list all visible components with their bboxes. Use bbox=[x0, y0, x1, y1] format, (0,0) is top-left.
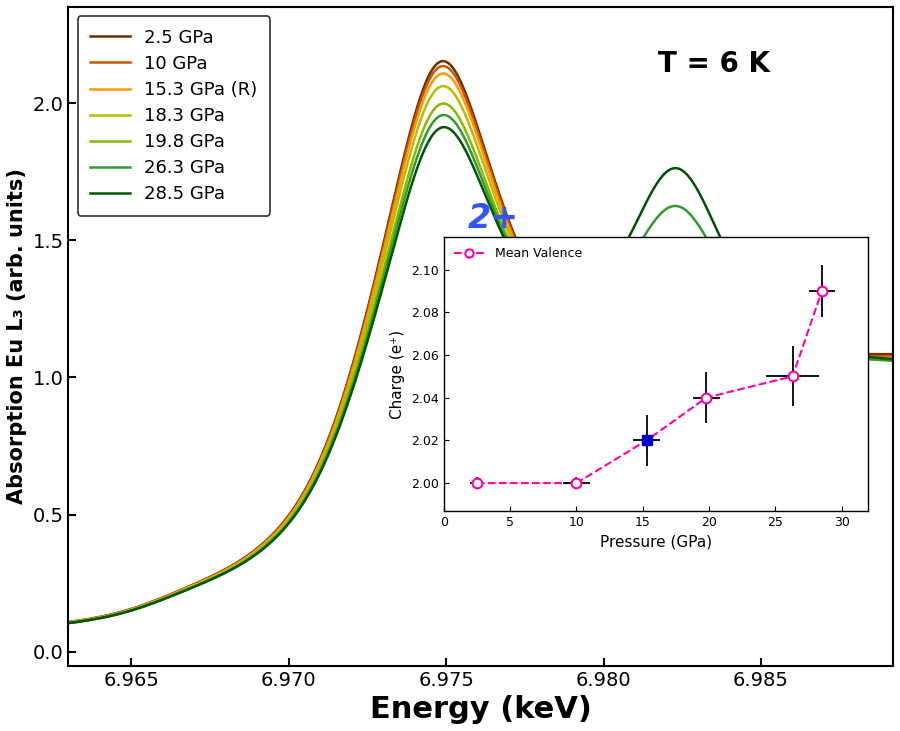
26.3 GPa bbox=[148, 599, 159, 607]
18.3 GPa bbox=[715, 317, 725, 325]
2.5 GPa bbox=[715, 348, 725, 357]
2.5 GPa bbox=[438, 57, 449, 66]
Text: 2+: 2+ bbox=[468, 202, 519, 235]
28.5 GPa bbox=[729, 262, 740, 271]
19.8 GPa bbox=[430, 103, 441, 112]
28.5 GPa bbox=[715, 232, 725, 240]
Line: 19.8 GPa: 19.8 GPa bbox=[68, 104, 900, 623]
2.5 GPa bbox=[636, 342, 647, 351]
19.8 GPa bbox=[400, 181, 411, 189]
15.3 GPa (R) bbox=[148, 597, 159, 606]
28.5 GPa bbox=[430, 126, 441, 135]
18.3 GPa bbox=[430, 86, 441, 94]
10 GPa bbox=[430, 66, 441, 75]
19.8 GPa bbox=[715, 290, 725, 299]
28.5 GPa bbox=[63, 618, 74, 627]
19.8 GPa bbox=[636, 274, 647, 283]
Line: 28.5 GPa: 28.5 GPa bbox=[68, 127, 900, 623]
15.3 GPa (R) bbox=[636, 322, 647, 331]
28.5 GPa bbox=[148, 599, 159, 607]
18.3 GPa bbox=[63, 618, 74, 627]
10 GPa bbox=[636, 334, 647, 343]
26.3 GPa bbox=[430, 115, 441, 124]
Line: 26.3 GPa: 26.3 GPa bbox=[68, 115, 900, 623]
2.5 GPa bbox=[63, 618, 74, 626]
10 GPa bbox=[63, 618, 74, 626]
15.3 GPa (R) bbox=[897, 354, 900, 363]
18.3 GPa bbox=[148, 598, 159, 607]
10 GPa bbox=[148, 597, 159, 606]
19.8 GPa bbox=[63, 618, 74, 627]
Line: 10 GPa: 10 GPa bbox=[68, 66, 900, 622]
15.3 GPa (R) bbox=[438, 69, 449, 78]
28.5 GPa bbox=[636, 206, 647, 215]
15.3 GPa (R) bbox=[400, 156, 411, 164]
18.3 GPa bbox=[636, 305, 647, 314]
Line: 2.5 GPa: 2.5 GPa bbox=[68, 61, 900, 622]
Line: 18.3 GPa: 18.3 GPa bbox=[68, 86, 900, 623]
2.5 GPa bbox=[729, 349, 740, 357]
28.5 GPa bbox=[897, 355, 900, 364]
15.3 GPa (R) bbox=[729, 337, 740, 346]
2.5 GPa bbox=[430, 61, 441, 69]
26.3 GPa bbox=[729, 281, 740, 290]
15.3 GPa (R) bbox=[430, 73, 441, 82]
Legend: 2.5 GPa, 10 GPa, 15.3 GPa (R), 18.3 GPa, 19.8 GPa, 26.3 GPa, 28.5 GPa: 2.5 GPa, 10 GPa, 15.3 GPa (R), 18.3 GPa,… bbox=[77, 16, 270, 216]
19.8 GPa bbox=[148, 598, 159, 607]
Line: 15.3 GPa (R): 15.3 GPa (R) bbox=[68, 74, 900, 622]
26.3 GPa bbox=[439, 110, 450, 119]
26.3 GPa bbox=[63, 618, 74, 627]
2.5 GPa bbox=[148, 596, 159, 605]
18.3 GPa bbox=[729, 326, 740, 335]
19.8 GPa bbox=[729, 307, 740, 316]
15.3 GPa (R) bbox=[63, 618, 74, 626]
Text: T = 6 K: T = 6 K bbox=[658, 50, 770, 77]
26.3 GPa bbox=[897, 357, 900, 366]
X-axis label: Energy (keV): Energy (keV) bbox=[370, 695, 591, 724]
10 GPa bbox=[897, 352, 900, 360]
15.3 GPa (R) bbox=[715, 331, 725, 340]
28.5 GPa bbox=[439, 123, 450, 132]
Text: 3+: 3+ bbox=[704, 298, 755, 331]
26.3 GPa bbox=[715, 257, 725, 265]
19.8 GPa bbox=[897, 357, 900, 366]
10 GPa bbox=[438, 61, 449, 70]
2.5 GPa bbox=[400, 145, 411, 154]
26.3 GPa bbox=[636, 235, 647, 244]
26.3 GPa bbox=[400, 190, 411, 199]
10 GPa bbox=[715, 341, 725, 350]
2.5 GPa bbox=[897, 349, 900, 358]
28.5 GPa bbox=[400, 200, 411, 208]
Y-axis label: Absorption Eu L₃ (arb. units): Absorption Eu L₃ (arb. units) bbox=[7, 168, 27, 504]
18.3 GPa bbox=[897, 355, 900, 364]
10 GPa bbox=[400, 149, 411, 158]
18.3 GPa bbox=[400, 166, 411, 175]
19.8 GPa bbox=[438, 99, 449, 108]
10 GPa bbox=[729, 344, 740, 353]
18.3 GPa bbox=[438, 82, 449, 91]
